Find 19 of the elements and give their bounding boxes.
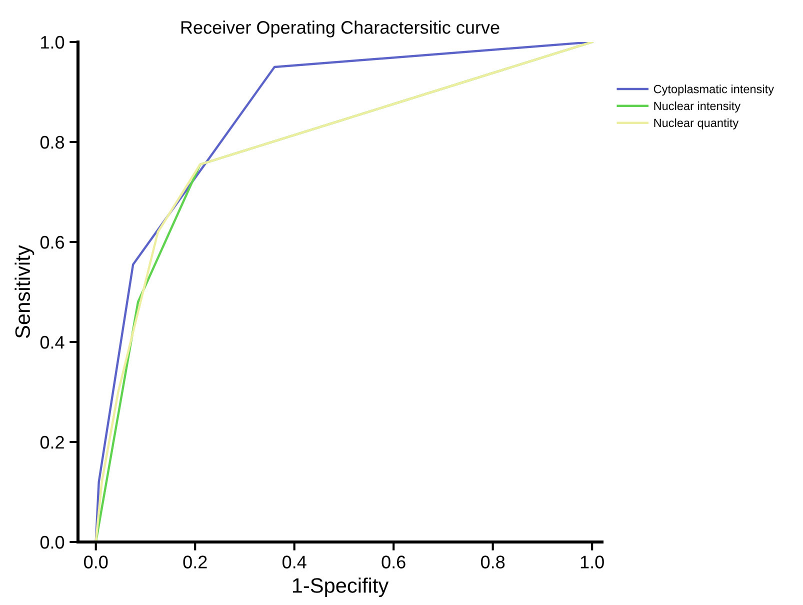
legend-label: Cytoplasmatic intensity: [654, 84, 774, 96]
y-tick-label: 0.6: [40, 236, 64, 249]
x-tick-label: 1.0: [580, 556, 604, 568]
x-axis-title: 1-Specifity: [292, 578, 389, 597]
chart-title: Receiver Operating Charactersitic curve: [181, 20, 500, 38]
y-tick-label: 0.4: [40, 336, 64, 349]
legend-label: Nuclear quantity: [654, 118, 739, 130]
x-tick-label: 0.4: [282, 556, 306, 568]
x-tick-label: 0.2: [183, 556, 207, 568]
x-tick-label: 0.6: [382, 556, 406, 568]
line-series: [94, 42, 594, 542]
y-tick-label: 1.0: [41, 36, 64, 49]
y-tick-label: 0.8: [40, 136, 64, 149]
legend-label: Nuclear intensity: [654, 101, 741, 112]
y-tick-label: 0.2: [40, 436, 64, 449]
x-tick-label: 0.0: [84, 556, 108, 568]
y-axis-title: Sensitivity: [14, 245, 34, 338]
x-tick-label: 0.8: [480, 556, 505, 568]
y-tick-label: 0.0: [40, 536, 64, 549]
